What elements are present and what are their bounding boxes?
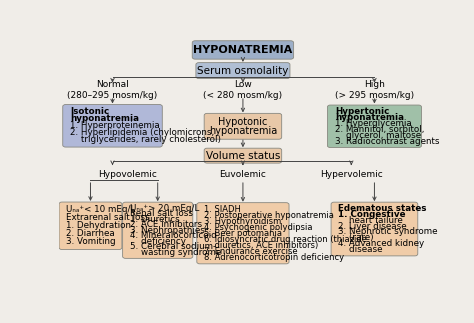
Text: 4. Advanced kidney: 4. Advanced kidney <box>338 239 425 248</box>
Text: 7. Endurance exercise: 7. Endurance exercise <box>204 247 298 256</box>
FancyBboxPatch shape <box>204 113 282 139</box>
FancyBboxPatch shape <box>63 105 162 147</box>
Text: 1. Hyperglycemia: 1. Hyperglycemia <box>335 119 411 128</box>
Text: 1. Dehydration: 1. Dehydration <box>66 221 131 230</box>
Text: Hypertonic: Hypertonic <box>335 107 389 116</box>
Text: (rare): (rare) <box>338 233 374 242</box>
Text: disease: disease <box>338 245 383 254</box>
Text: HYPONATREMIA: HYPONATREMIA <box>193 45 292 55</box>
Text: 2. ACE inhibitors: 2. ACE inhibitors <box>130 220 202 229</box>
Text: 3. Vomiting: 3. Vomiting <box>66 237 116 246</box>
Text: 4. Psychogenic polydipsia: 4. Psychogenic polydipsia <box>204 223 313 232</box>
Text: Isotonic: Isotonic <box>70 107 109 116</box>
Text: Hypovolemic: Hypovolemic <box>98 170 156 179</box>
Text: Euvolemic: Euvolemic <box>219 170 266 179</box>
Text: glycerol, maltose: glycerol, maltose <box>335 131 421 140</box>
FancyBboxPatch shape <box>331 202 418 256</box>
Text: 1. Congestive: 1. Congestive <box>338 210 406 219</box>
Text: diuretics, ACE inhibitors): diuretics, ACE inhibitors) <box>204 241 319 250</box>
FancyBboxPatch shape <box>197 203 289 264</box>
Text: 3. Nephropathies: 3. Nephropathies <box>130 226 205 235</box>
Text: 3. Hypothyroidism: 3. Hypothyroidism <box>204 217 282 226</box>
Text: 2. Mannitol, sorbitol,: 2. Mannitol, sorbitol, <box>335 125 424 134</box>
FancyBboxPatch shape <box>328 105 421 148</box>
Text: Normal
(280–295 mosm/kg): Normal (280–295 mosm/kg) <box>67 80 158 100</box>
Text: heart failure: heart failure <box>338 216 403 225</box>
Text: hyponatremia: hyponatremia <box>335 113 404 122</box>
Text: Uₙₐ⁺< 10 mEq/L: Uₙₐ⁺< 10 mEq/L <box>66 205 136 214</box>
Text: 2. Liver disease: 2. Liver disease <box>338 222 407 231</box>
Text: 1. Hyperproteinemia: 1. Hyperproteinemia <box>70 121 160 130</box>
Text: 6. Idiosyncratic drug reaction (thiazide: 6. Idiosyncratic drug reaction (thiazide <box>204 235 367 244</box>
Text: 2. Postoperative hyponatremia: 2. Postoperative hyponatremia <box>204 211 334 220</box>
Text: triglycerides, rarely cholesterol): triglycerides, rarely cholesterol) <box>70 135 221 144</box>
FancyBboxPatch shape <box>196 63 290 78</box>
Text: Serum osmolality: Serum osmolality <box>197 66 289 76</box>
Text: hyponatremia: hyponatremia <box>209 126 277 136</box>
Text: wasting syndrome: wasting syndrome <box>130 248 221 257</box>
FancyBboxPatch shape <box>59 202 122 250</box>
Text: 1. SIADH: 1. SIADH <box>204 205 241 214</box>
Text: Renal salt loss: Renal salt loss <box>130 209 193 218</box>
Text: Hypervolemic: Hypervolemic <box>320 170 383 179</box>
Text: Uₙₐ⁺> 20 mEq/L: Uₙₐ⁺> 20 mEq/L <box>130 204 200 213</box>
Text: 2. Diarrhea: 2. Diarrhea <box>66 229 115 238</box>
FancyBboxPatch shape <box>123 202 193 258</box>
Text: hyponatremia: hyponatremia <box>70 114 139 123</box>
FancyBboxPatch shape <box>192 41 293 59</box>
FancyBboxPatch shape <box>204 148 282 163</box>
Text: 4. Mineralocorticoid: 4. Mineralocorticoid <box>130 231 217 240</box>
Text: High
(> 295 mosm/kg): High (> 295 mosm/kg) <box>335 80 414 100</box>
Text: Extrarenal salt loss: Extrarenal salt loss <box>66 214 150 222</box>
Text: Volume status: Volume status <box>206 151 280 161</box>
Text: 5. Beer potomania: 5. Beer potomania <box>204 229 282 238</box>
Text: deficiency: deficiency <box>130 237 186 246</box>
Text: 2. Hyperlipidemia (chylomicrons,: 2. Hyperlipidemia (chylomicrons, <box>70 128 214 137</box>
Text: Low
(< 280 mosm/kg): Low (< 280 mosm/kg) <box>203 80 283 100</box>
Text: 1. Diuretics: 1. Diuretics <box>130 215 180 224</box>
Text: 8. Adrenocorticotropin deficiency: 8. Adrenocorticotropin deficiency <box>204 253 344 262</box>
Text: 5. Cerebral sodium-: 5. Cerebral sodium- <box>130 242 216 251</box>
Text: 3. Nephrotic syndrome: 3. Nephrotic syndrome <box>338 227 438 236</box>
Text: Hypotonic: Hypotonic <box>218 117 268 127</box>
Text: Edematous states: Edematous states <box>338 204 427 213</box>
Text: 3. Radiocontrast agents: 3. Radiocontrast agents <box>335 137 439 146</box>
